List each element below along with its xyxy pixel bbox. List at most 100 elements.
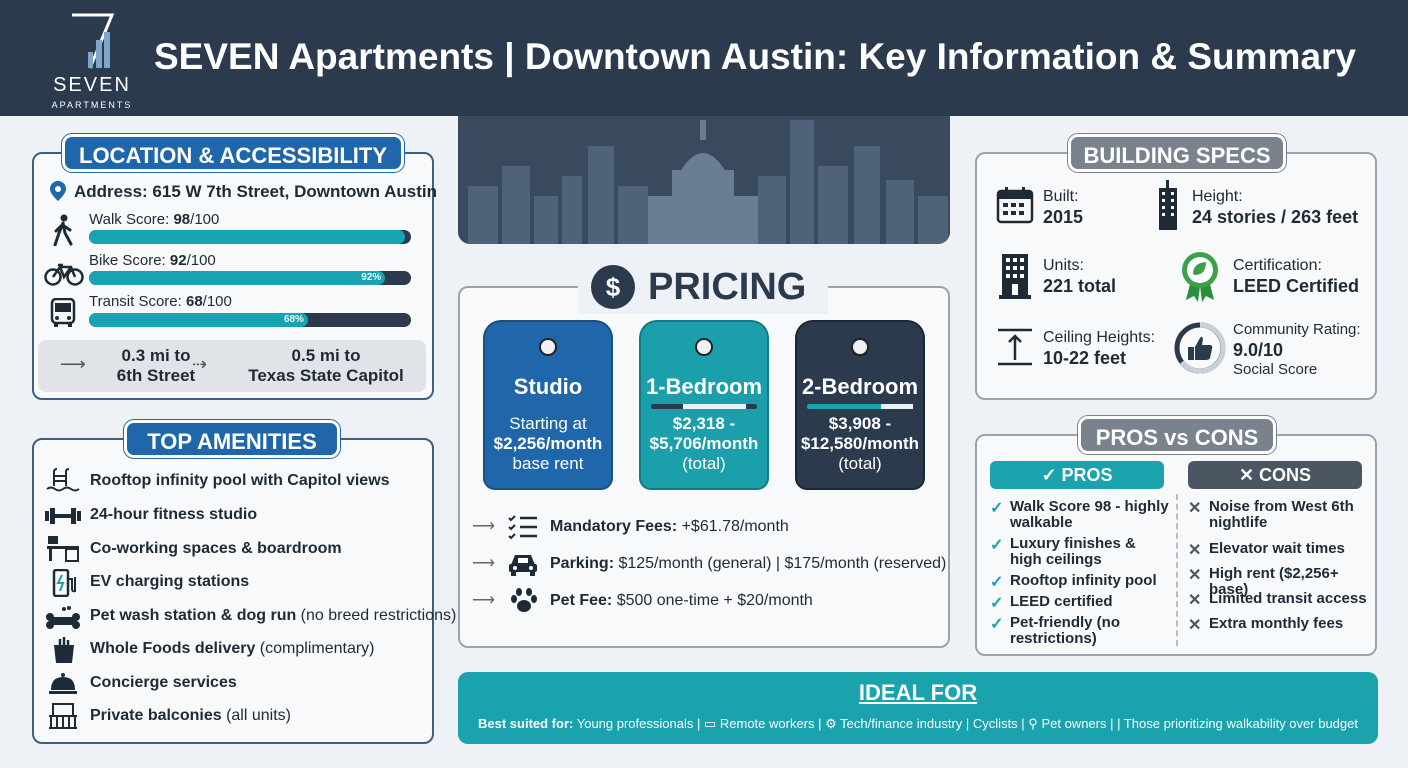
amenity-item: EV charging stations [44, 569, 428, 597]
amenity-name: Co-working spaces & boardroom [90, 540, 342, 557]
amenity-name: Concierge services [90, 674, 237, 691]
address-text: Address: 615 W 7th Street, Downtown Aust… [74, 182, 438, 201]
amenity-text: Private balconies (all units) [90, 707, 291, 725]
bike-score-bar: 92% [89, 271, 411, 285]
spec-value: LEED Certified [1233, 276, 1360, 296]
tag-name: Studio [513, 374, 583, 399]
tag-line: Starting at [509, 414, 587, 433]
arrow-right-icon: ⇢ [192, 354, 208, 374]
distance-capitol: 0.5 mi to Texas State Capitol [246, 346, 406, 386]
grocery-bag-icon [54, 637, 74, 663]
location-heading: LOCATION & ACCESSIBILITY [62, 134, 404, 172]
skyline-illustration-icon [468, 120, 948, 244]
walking-person-icon [53, 214, 73, 246]
spec-value: 2015 [1043, 207, 1084, 227]
logo-subtitle: APARTMENTS [51, 100, 133, 110]
checklist-icon [508, 515, 537, 540]
amenity-item: Pet wash station & dog run (no breed res… [44, 603, 456, 631]
tag-line: $3,908 - [828, 414, 892, 433]
amenity-name: EV charging stations [90, 573, 250, 590]
bike-score-label: Bike Score: [89, 252, 170, 269]
pros-cons-heading: PROS vs CONS [1078, 416, 1276, 454]
tag-hole [851, 338, 869, 356]
amenity-text: Co-working spaces & boardroom [90, 540, 342, 558]
spec-value: 10-22 feet [1043, 348, 1127, 368]
walk-score-label: Walk Score: [89, 211, 174, 228]
amenity-text: Rooftop infinity pool with Capitol views [90, 472, 390, 490]
tag-line: $2,256/month [493, 434, 603, 453]
pet-fee-row: ⟶ Pet Fee: $500 one-time + $20/month [472, 588, 942, 616]
con-item: Extra monthly fees [1209, 615, 1344, 632]
distances-box: ⟶ 0.3 mi to 6th Street ⇢ 0.5 mi to Texas S… [38, 340, 426, 392]
tag-line: base rent [512, 454, 584, 473]
spec-value: 221 total [1043, 276, 1117, 296]
amenity-name: Rooftop infinity pool with Capitol views [90, 472, 390, 489]
pro-item: Luxury finishes & high ceilings [1010, 535, 1136, 568]
amenity-name: Pet wash station & dog run [90, 607, 297, 624]
amenity-item: 24-hour fitness studio [44, 502, 428, 530]
desk-icon [47, 536, 79, 562]
audience-item: Tech/finance industry [840, 716, 963, 731]
check-icon: ✓ [1041, 465, 1062, 485]
amenity-item: Concierge services [44, 670, 428, 698]
pro-item: Rooftop infinity pool [1010, 572, 1157, 589]
audience-item: Cyclists [972, 716, 1018, 731]
ev-charger-icon [52, 569, 76, 597]
ideal-for-banner: IDEAL FOR Best suited for: Young profess… [458, 672, 1378, 744]
calendar-icon [996, 187, 1034, 224]
transit-score-bar: 68% [89, 313, 411, 327]
pricing-heading: PRICING [648, 266, 807, 308]
tag-name: 2-Bedroom [801, 374, 919, 399]
ceiling-height-icon [998, 328, 1032, 366]
seven-logo: SEVEN APARTMENTS [44, 12, 140, 110]
check-icon: ✓ [990, 595, 1004, 612]
mandatory-fees-row: ⟶ Mandatory Fees: +$61.78/month [472, 514, 942, 542]
arrow-right-icon: ⟶ [60, 354, 86, 374]
pros-cons-divider [1176, 494, 1178, 646]
fee-label: Pet Fee: [550, 592, 613, 609]
x-icon: ✕ [1188, 617, 1202, 634]
con-item: Elevator wait times [1209, 540, 1345, 557]
skyscraper-icon [1159, 180, 1177, 230]
spec-label: Ceiling Heights: [1043, 329, 1156, 346]
x-icon: ✕ [1188, 542, 1202, 559]
fee-text: Parking: $125/month (general) | $175/mon… [550, 555, 946, 573]
fee-label: Mandatory Fees: [550, 518, 678, 535]
ideal-for-heading: IDEAL FOR [858, 680, 978, 705]
fee-value: $125/month (general) | $175/month (reser… [614, 555, 947, 572]
audience-item: Young professionals [576, 716, 694, 731]
spec-value: 24 stories / 263 feet [1192, 207, 1359, 227]
leed-badge-icon [1182, 252, 1218, 302]
pro-item: Pet-friendly (no restrictions) [1010, 614, 1121, 647]
dog-bone-icon [46, 606, 80, 629]
spec-value: 9.0/10 [1233, 340, 1284, 360]
amenity-text: Whole Foods delivery (complimentary) [90, 640, 375, 658]
dollar-coin-icon: $ [591, 265, 635, 309]
x-icon: ✕ [1188, 592, 1202, 609]
x-icon: ✕ [1188, 500, 1202, 517]
fee-text: Mandatory Fees: +$61.78/month [550, 518, 789, 536]
cons-title: CONS [1259, 465, 1312, 485]
bicycle-icon [44, 263, 84, 286]
fee-text: Pet Fee: $500 one-time + $20/month [550, 592, 813, 610]
transit-score-text: Transit Score: 68/100 [89, 293, 232, 310]
logo-name: SEVEN [53, 74, 131, 96]
distance-6th-street-miles: 0.3 mi to [121, 346, 191, 365]
bus-icon [50, 298, 76, 327]
bike-score-value: 92 [169, 252, 187, 269]
building-specs-heading: BUILDING SPECS [1068, 134, 1286, 172]
amenity-item: Whole Foods delivery (complimentary) [44, 636, 428, 664]
transit-score-value: 68 [185, 293, 203, 310]
bicycle-icon: ⚲ [1028, 716, 1038, 731]
tag-hole [695, 338, 713, 356]
distance-6th-street: 0.3 mi to 6th Street [106, 346, 206, 386]
ideal-for-lead: Best suited for: [478, 716, 574, 731]
tag-line: (total) [838, 454, 882, 473]
tag-divider [651, 404, 757, 409]
pool-icon [46, 468, 80, 492]
walk-score-value: 98 [173, 211, 191, 228]
bike-score-text: Bike Score: 92/100 [89, 252, 216, 269]
tag-hole [539, 338, 557, 356]
amenity-note: (all units) [221, 707, 291, 724]
tag-name: 1-Bedroom [645, 374, 763, 399]
